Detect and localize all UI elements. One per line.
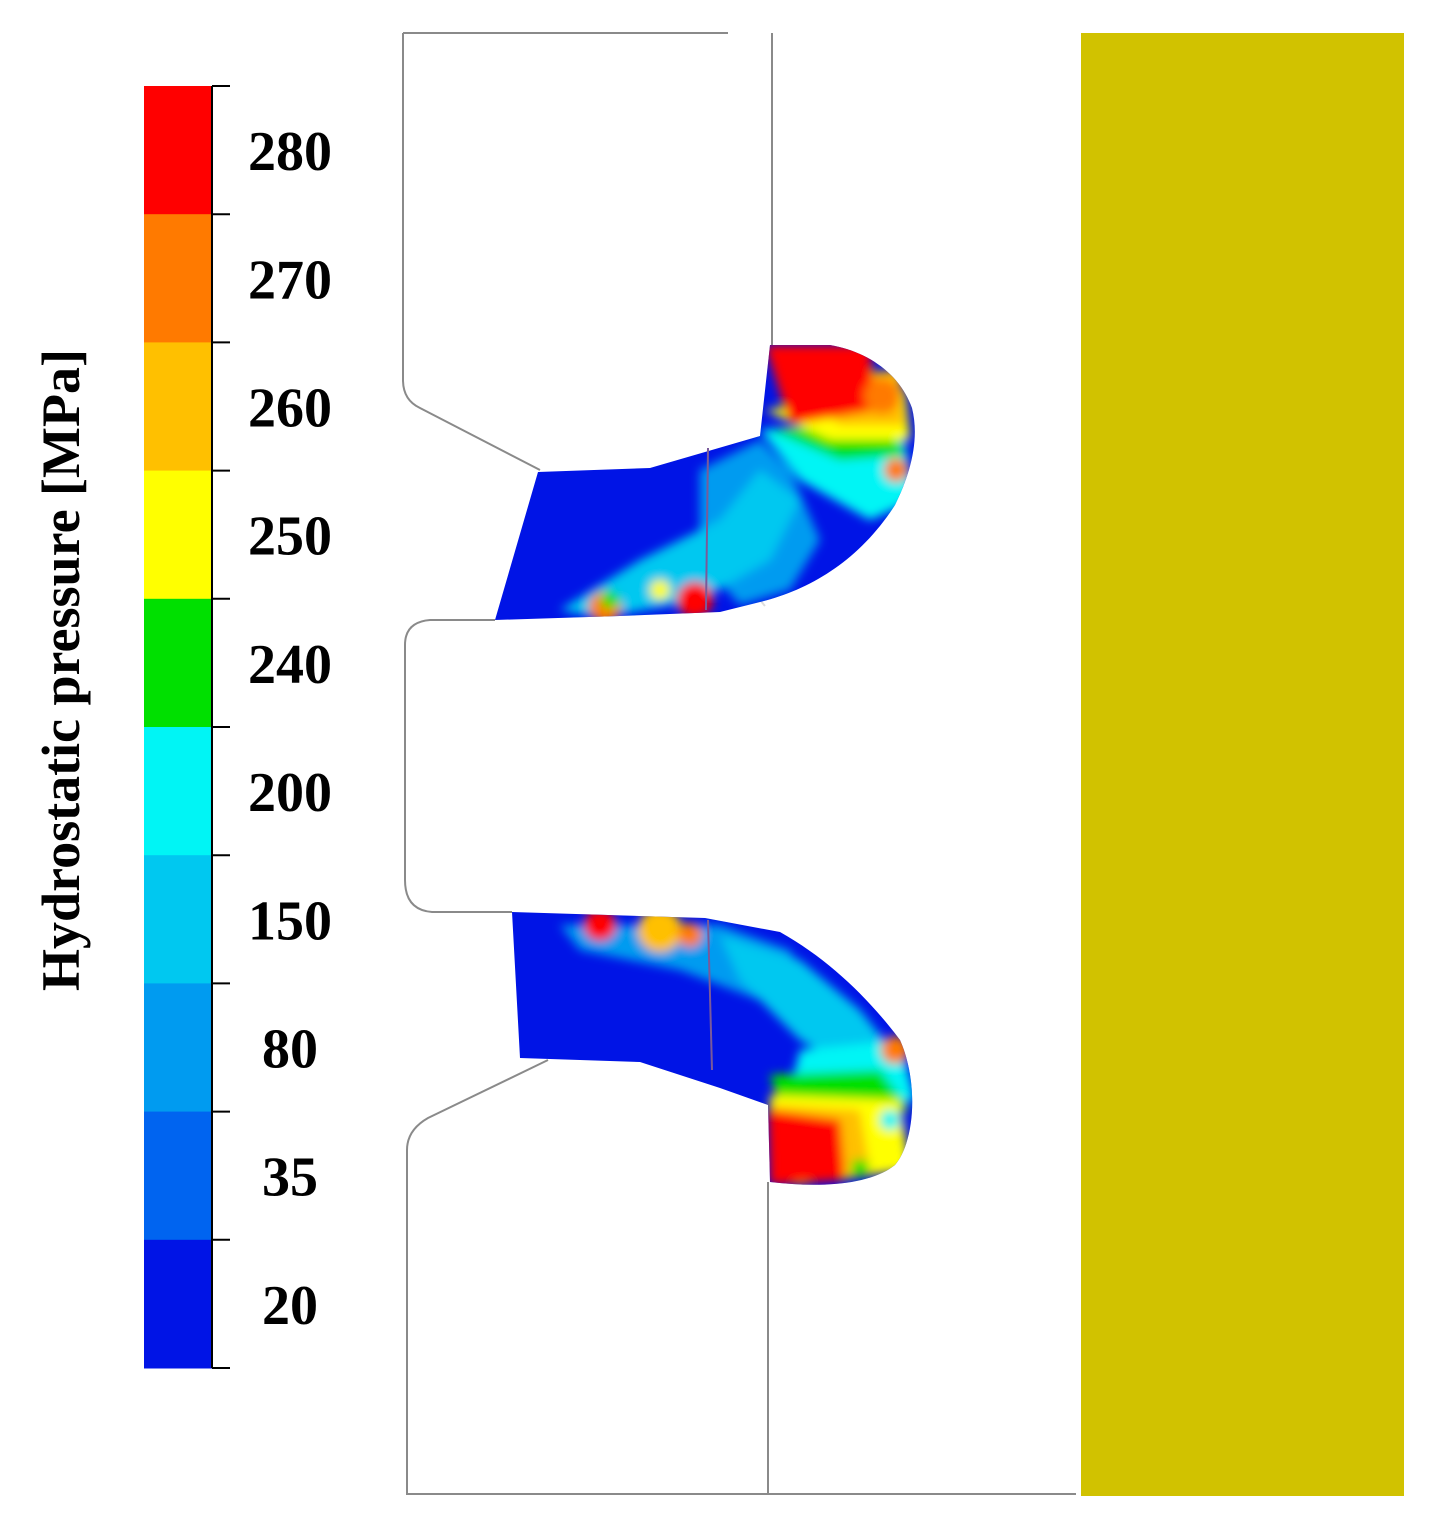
legend-tick-label: 250: [248, 506, 332, 568]
legend-band: [144, 86, 212, 215]
legend-color-bands: [144, 86, 212, 1369]
tooling-outline: [402, 32, 1076, 1495]
upper-workpiece-contour: [495, 345, 915, 620]
legend-title: Hydrostatic pressure [MPa]: [31, 349, 91, 991]
die-block: [1081, 33, 1404, 1496]
legend-tick-labels: 280 270 260 250 240 200 150 80 35 20: [248, 121, 332, 1337]
legend-band: [144, 470, 212, 600]
legend-tick-label: 20: [262, 1275, 318, 1337]
legend-tick-label: 150: [248, 890, 332, 952]
lower-tool-outline: [406, 1059, 1076, 1495]
legend-tick-label: 35: [262, 1147, 318, 1209]
legend-band: [144, 1239, 212, 1369]
center-punch-outline: [404, 619, 512, 913]
legend-band: [144, 214, 212, 343]
legend-band: [144, 342, 212, 472]
legend-tick-label: 240: [248, 634, 332, 696]
legend-band: [144, 1111, 212, 1241]
lower-workpiece-contour: [512, 912, 913, 1185]
legend: 280 270 260 250 240 200 150 80 35 20 Hydrostatic …: [31, 85, 332, 1369]
legend-band: [144, 727, 212, 856]
legend-tick-label: 270: [248, 249, 332, 311]
legend-band: [144, 598, 212, 728]
legend-band: [144, 983, 212, 1113]
legend-tick-label: 260: [248, 378, 332, 440]
legend-tick-marks: [211, 85, 230, 1369]
lower-workpiece-edge: [707, 919, 713, 1071]
upper-workpiece-edge: [705, 447, 709, 611]
legend-tick-label: 200: [248, 762, 332, 824]
upper-tool-outline: [402, 32, 773, 471]
legend-tick-label: 280: [248, 121, 332, 183]
legend-band: [144, 855, 212, 984]
legend-tick-label: 80: [262, 1019, 318, 1081]
